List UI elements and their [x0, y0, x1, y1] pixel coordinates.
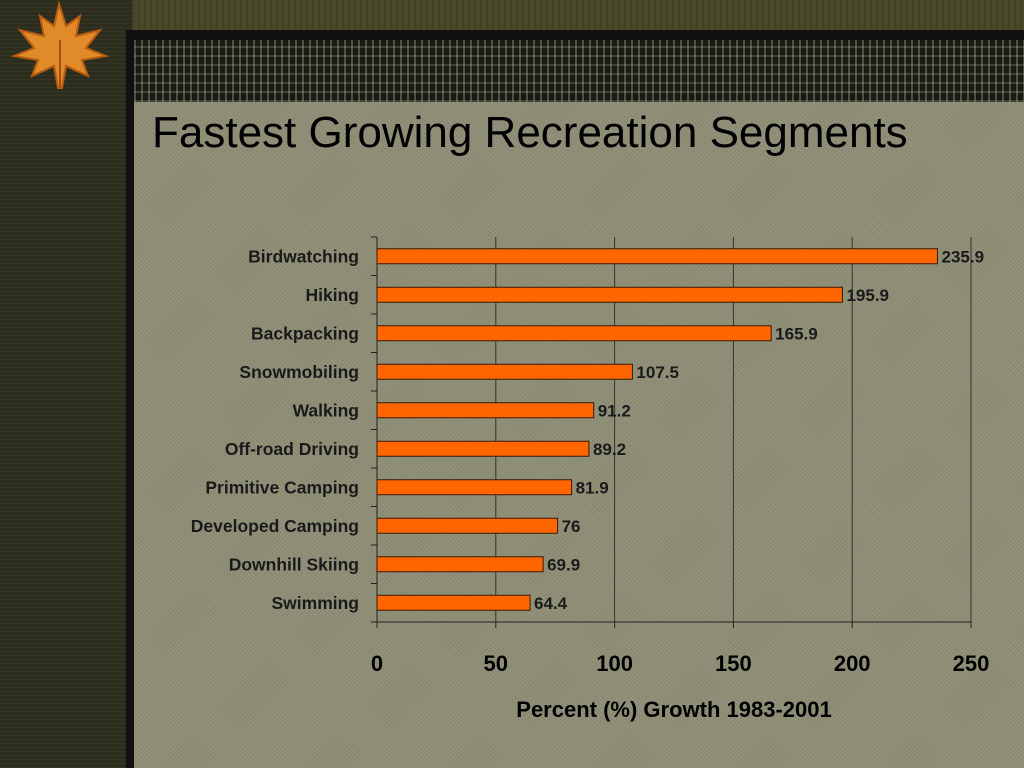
x-tick-label-0: 0 — [371, 651, 383, 676]
bar-4 — [376, 402, 595, 419]
bar-9 — [376, 594, 531, 611]
bar-3 — [376, 363, 633, 380]
x-tick-label-250: 250 — [953, 651, 990, 676]
data-label-9: 64.4 — [534, 594, 568, 613]
bar-5 — [376, 440, 590, 457]
slide-panel — [134, 40, 1024, 768]
x-axis-title: Percent (%) Growth 1983-2001 — [516, 697, 831, 722]
category-label-0: Birdwatching — [248, 246, 359, 266]
data-label-0: 235.9 — [941, 247, 984, 266]
bar-2 — [376, 325, 772, 342]
data-label-2: 165.9 — [775, 324, 818, 343]
data-label-1: 195.9 — [846, 286, 889, 305]
bar-6 — [376, 479, 573, 496]
x-tick-label-100: 100 — [596, 651, 633, 676]
category-label-9: Swimming — [271, 593, 359, 613]
data-label-6: 81.9 — [576, 478, 609, 497]
category-label-7: Developed Camping — [191, 516, 359, 536]
category-label-3: Snowmobiling — [239, 362, 359, 382]
page-title: Fastest Growing Recreation Segments — [152, 108, 908, 157]
x-tick-label-150: 150 — [715, 651, 752, 676]
background-left-strip — [0, 0, 132, 768]
x-tick-label-200: 200 — [834, 651, 871, 676]
category-label-6: Primitive Camping — [205, 477, 359, 497]
slide-header-band — [134, 40, 1024, 102]
data-label-3: 107.5 — [636, 363, 679, 382]
data-label-8: 69.9 — [547, 555, 580, 574]
maple-leaf-icon — [10, 0, 110, 89]
data-label-5: 89.2 — [593, 440, 626, 459]
category-label-5: Off-road Driving — [225, 439, 359, 459]
bar-0 — [376, 248, 938, 265]
bar-7 — [376, 517, 559, 534]
bar-8 — [376, 556, 544, 573]
category-label-4: Walking — [293, 400, 359, 420]
data-label-7: 76 — [562, 517, 581, 536]
category-label-1: Hiking — [306, 285, 359, 305]
background-top-strip — [0, 0, 1024, 30]
category-label-8: Downhill Skiing — [229, 554, 359, 574]
bar-1 — [376, 286, 843, 303]
x-tick-label-50: 50 — [484, 651, 508, 676]
category-label-2: Backpacking — [251, 323, 359, 343]
data-label-4: 91.2 — [598, 401, 631, 420]
